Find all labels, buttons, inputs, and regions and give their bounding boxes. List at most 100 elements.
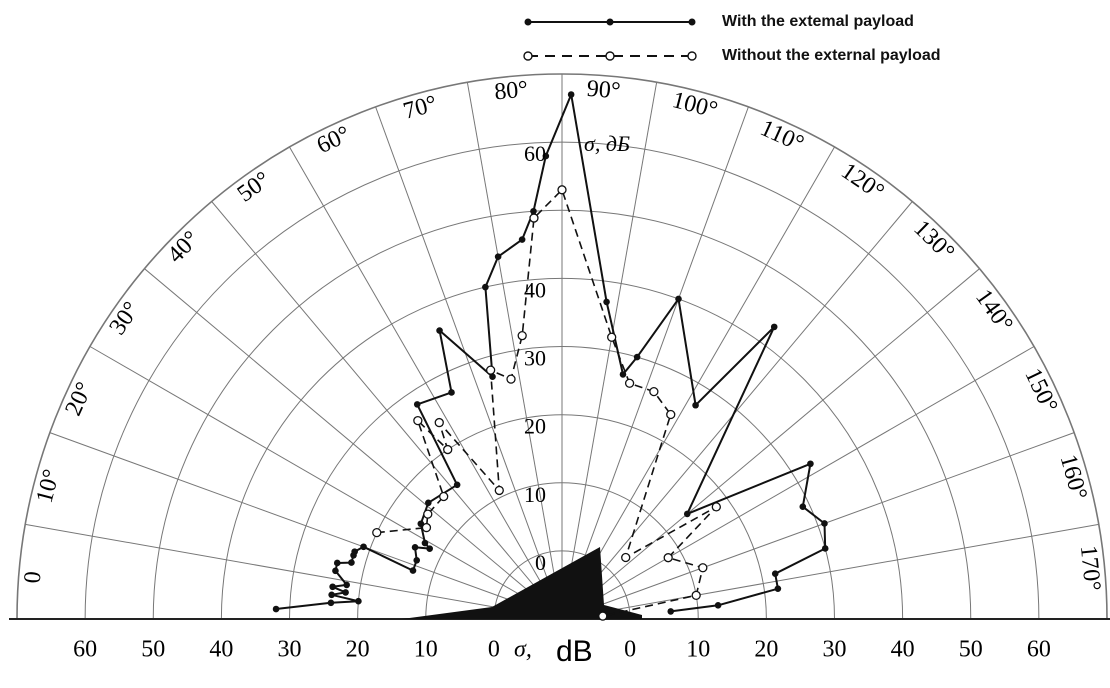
radial-axis-label: σ, дБ bbox=[584, 131, 630, 156]
angle-label: 40° bbox=[163, 226, 205, 268]
radial-tick-label: 10 bbox=[524, 482, 546, 507]
data-point-without-payload bbox=[517, 331, 527, 341]
data-point-without-payload bbox=[598, 611, 608, 621]
angle-label: 80° bbox=[493, 76, 529, 105]
bottom-axis-label-sigma: σ, bbox=[514, 637, 532, 663]
data-point-with-payload bbox=[799, 503, 807, 511]
legend-item-with-payload: With the extemal payload bbox=[520, 10, 914, 34]
data-point-with-payload bbox=[633, 353, 641, 361]
grid-spoke bbox=[144, 268, 537, 598]
data-point-without-payload bbox=[698, 563, 708, 573]
data-point-with-payload bbox=[328, 591, 335, 599]
legend-swatch-solid bbox=[524, 18, 696, 26]
grid-spoke bbox=[593, 432, 1075, 608]
angle-label: 160° bbox=[1055, 452, 1092, 503]
data-point-with-payload bbox=[714, 602, 722, 609]
data-point-without-payload bbox=[423, 509, 433, 519]
data-point-with-payload bbox=[567, 91, 575, 98]
data-point-without-payload bbox=[439, 491, 449, 502]
grid-spoke bbox=[595, 523, 1099, 614]
grid-spoke bbox=[583, 201, 913, 594]
data-point-without-payload bbox=[557, 185, 567, 195]
data-point-without-payload bbox=[711, 502, 721, 512]
grid-spoke bbox=[587, 268, 980, 598]
data-point-with-payload bbox=[332, 567, 339, 575]
data-point-with-payload bbox=[342, 589, 349, 596]
polar-grid bbox=[9, 73, 1110, 620]
angle-label: 170° bbox=[1075, 544, 1105, 592]
data-point-without-payload bbox=[413, 415, 423, 426]
data-point-with-payload bbox=[530, 207, 537, 215]
bottom-tick-label: 50 bbox=[141, 637, 165, 663]
data-point-without-payload bbox=[649, 386, 659, 397]
grid-spoke bbox=[375, 106, 551, 588]
data-point-with-payload bbox=[409, 567, 417, 574]
data-point-with-payload bbox=[771, 570, 779, 577]
data-point-with-payload bbox=[675, 295, 682, 303]
bottom-tick-label: 0 bbox=[624, 637, 636, 663]
bottom-tick-label: 10 bbox=[686, 637, 710, 663]
series-line-with-payload bbox=[275, 93, 827, 613]
bottom-tick-label: 0 bbox=[488, 637, 500, 663]
radial-tick-label: 0 bbox=[535, 550, 546, 575]
bottom-tick-label: 50 bbox=[959, 637, 983, 663]
data-point-with-payload bbox=[348, 559, 355, 566]
angle-label: 20° bbox=[60, 378, 98, 419]
bottom-tick-label: 30 bbox=[278, 637, 302, 663]
data-point-with-payload bbox=[413, 401, 421, 408]
bottom-tick-label: 20 bbox=[346, 637, 370, 663]
data-point-with-payload bbox=[774, 585, 782, 592]
data-point-without-payload bbox=[434, 417, 444, 428]
data-point-with-payload bbox=[436, 327, 443, 334]
data-point-with-payload bbox=[683, 510, 691, 518]
series-layer bbox=[272, 91, 829, 621]
silhouette-shape bbox=[402, 547, 642, 619]
radial-tick-label: 20 bbox=[524, 414, 546, 439]
data-point-without-payload bbox=[607, 332, 617, 342]
angle-label: 130° bbox=[908, 215, 959, 266]
grid-spoke bbox=[89, 346, 533, 603]
data-point-with-payload bbox=[667, 608, 675, 615]
data-point-without-payload bbox=[529, 213, 539, 223]
data-point-with-payload bbox=[770, 323, 778, 331]
angle-label: 50° bbox=[233, 167, 275, 208]
aircraft-silhouette bbox=[402, 547, 642, 619]
bottom-axis-label-unit: dB bbox=[556, 635, 593, 668]
radial-tick-label: 60 bbox=[524, 141, 546, 166]
bottom-tick-label: 10 bbox=[414, 637, 438, 663]
data-point-with-payload bbox=[448, 389, 455, 396]
grid-spoke bbox=[591, 346, 1035, 603]
angle-label: 30° bbox=[105, 297, 145, 339]
bottom-tick-label: 60 bbox=[1027, 637, 1051, 663]
angle-label: 120° bbox=[836, 158, 888, 205]
angle-label: 60° bbox=[313, 121, 355, 159]
data-point-without-payload bbox=[663, 553, 673, 563]
legend-label-with-payload: With the extemal payload bbox=[722, 13, 914, 30]
data-point-with-payload bbox=[411, 544, 419, 551]
data-point-with-payload bbox=[692, 401, 699, 409]
data-point-with-payload bbox=[821, 545, 829, 552]
data-point-without-payload bbox=[372, 527, 382, 538]
data-point-without-payload bbox=[485, 365, 496, 375]
data-point-with-payload bbox=[542, 152, 550, 160]
data-point-with-payload bbox=[453, 481, 461, 489]
radial-tick-label: 30 bbox=[524, 346, 546, 371]
data-point-with-payload bbox=[272, 605, 280, 613]
data-point-with-payload bbox=[333, 559, 341, 567]
bottom-tick-label: 60 bbox=[73, 637, 97, 663]
radial-tick-label: 40 bbox=[524, 277, 546, 302]
grid-spoke bbox=[211, 201, 541, 594]
legend-swatch-dashed bbox=[523, 51, 697, 61]
legend-label-without-payload: Without the external payload bbox=[722, 47, 941, 64]
data-point-with-payload bbox=[425, 499, 432, 507]
data-point-with-payload bbox=[329, 583, 336, 591]
data-point-with-payload bbox=[413, 557, 421, 564]
data-point-with-payload bbox=[821, 520, 828, 527]
grid-spoke bbox=[49, 432, 531, 608]
data-point-with-payload bbox=[351, 548, 358, 555]
data-point-with-payload bbox=[603, 298, 610, 306]
data-point-with-payload bbox=[619, 371, 627, 378]
data-point-with-payload bbox=[426, 545, 433, 552]
data-point-without-payload bbox=[421, 522, 432, 533]
